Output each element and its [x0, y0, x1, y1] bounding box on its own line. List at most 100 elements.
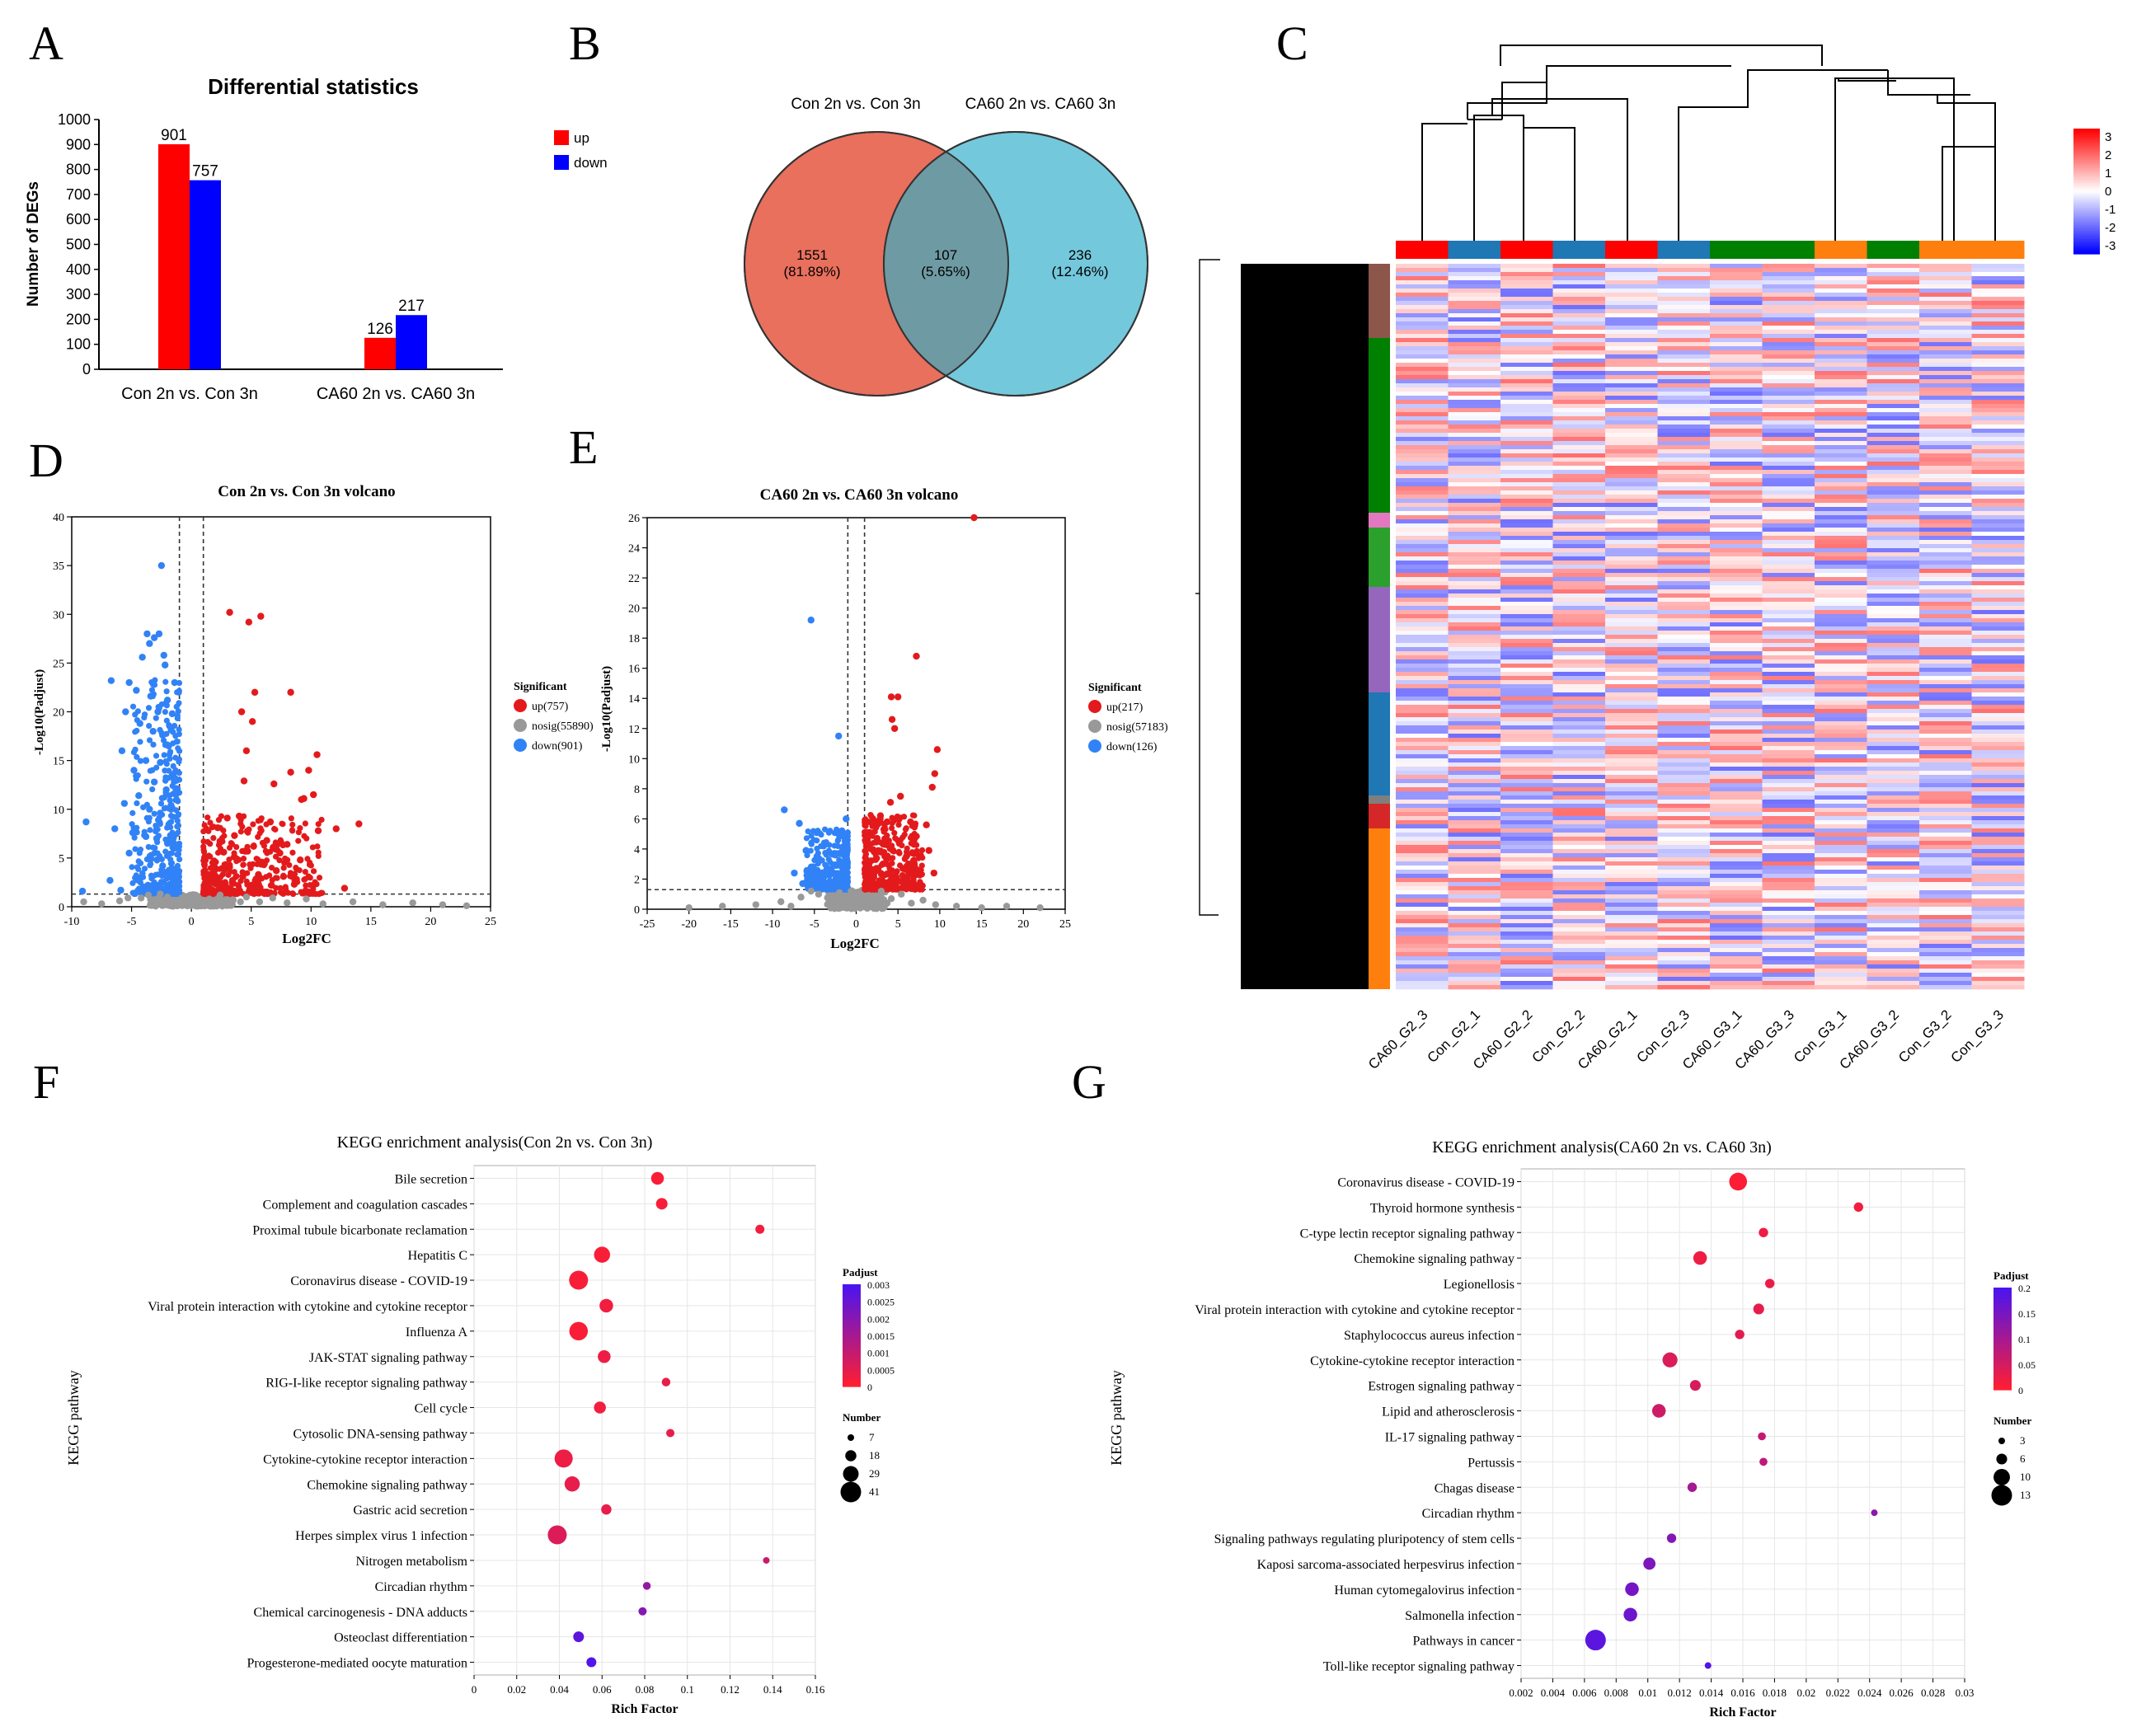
heatmap-cell	[1815, 713, 1867, 718]
heatmap-cell	[1448, 301, 1501, 306]
volcano-up-point	[272, 875, 279, 881]
volcano-up-point	[289, 828, 296, 834]
heatmap-cell	[1448, 569, 1501, 574]
heatmap-cell	[1762, 470, 1815, 475]
heatmap-cell	[1605, 890, 1658, 895]
heatmap-cell	[1500, 577, 1553, 582]
heatmap-cell	[1815, 762, 1867, 767]
heatmap-cell	[1396, 445, 1449, 450]
heatmap-cell	[1762, 631, 1815, 636]
heatmap-cell	[1971, 515, 2025, 520]
volcano-x-tick-label: -20	[681, 918, 697, 931]
heatmap-cell	[1605, 977, 1658, 982]
heatmap-cell	[1500, 264, 1553, 269]
heatmap-cell	[1552, 276, 1606, 281]
heatmap-cell	[1657, 548, 1711, 553]
heatmap-cell	[1815, 326, 1867, 331]
colorbar-segment	[2073, 208, 2100, 211]
heatmap-cell	[1762, 466, 1815, 471]
heatmap-cell	[1815, 635, 1867, 640]
volcano-point	[897, 792, 904, 800]
heatmap-cell	[1710, 425, 1763, 429]
heatmap-cell	[1500, 425, 1553, 429]
heatmap-cell	[1396, 392, 1449, 396]
heatmap-cell	[1971, 556, 2025, 561]
column-group-swatch	[1552, 241, 1606, 259]
colorbar-segment	[2073, 174, 2100, 177]
heatmap-cell	[1396, 915, 1449, 920]
heatmap-cell	[1867, 750, 1920, 755]
volcano-up-point	[316, 875, 323, 881]
heatmap-cell	[1815, 338, 1867, 343]
heatmap-cell	[1448, 833, 1501, 838]
heatmap-cell	[1710, 330, 1763, 335]
heatmap-cell	[1552, 404, 1606, 409]
heatmap-cell	[1396, 853, 1449, 858]
heatmap-cell	[1500, 334, 1553, 339]
heatmap-cell	[1971, 911, 2025, 916]
volcano-point	[220, 848, 228, 856]
volcano-point	[162, 786, 170, 794]
heatmap-cell	[1919, 437, 1972, 442]
heatmap-cell	[1971, 400, 2025, 405]
heatmap-cell	[1657, 870, 1711, 875]
heatmap-cell	[1815, 392, 1867, 396]
heatmap-cell	[1396, 264, 1449, 269]
heatmap-cell	[1552, 664, 1606, 669]
heatmap-cell	[1552, 705, 1606, 710]
heatmap-cell	[1971, 936, 2025, 941]
heatmap-cell	[1448, 890, 1501, 895]
heatmap-column-label: CA60_G2_3	[1365, 1006, 1431, 1072]
heatmap-cell	[1710, 297, 1763, 302]
heatmap-cell	[1815, 532, 1867, 537]
heatmap-cell	[1971, 820, 2025, 825]
heatmap-cell	[1552, 495, 1606, 500]
volcano-point	[309, 791, 317, 799]
volcano-down-point	[129, 821, 135, 828]
volcano-point	[223, 901, 231, 908]
volcano-legend-label: down(901)	[532, 740, 583, 753]
heatmap-cell	[1448, 400, 1501, 405]
heatmap-cell	[1605, 771, 1658, 776]
heatmap-cell	[1867, 301, 1920, 306]
heatmap-cell	[1448, 936, 1501, 941]
heatmap-cell	[1605, 655, 1658, 660]
heatmap-cell	[1919, 573, 1972, 578]
heatmap-cell	[1552, 478, 1606, 483]
heatmap-cell	[1867, 841, 1920, 846]
heatmap-cell	[1867, 416, 1920, 421]
colorbar-segment	[2073, 143, 2100, 146]
heatmap-cell	[1657, 519, 1711, 524]
heatmap-cell	[1762, 833, 1815, 838]
bar-chart-y-label: Number of DEGs	[25, 181, 42, 307]
heatmap-cell	[1448, 791, 1501, 796]
heatmap-cell	[1396, 408, 1449, 413]
heatmap-cell	[1448, 404, 1501, 409]
heatmap-cell	[1710, 676, 1763, 681]
heatmap-cell	[1919, 754, 1972, 759]
heatmap-cell	[1867, 507, 1920, 512]
colorbar-segment	[2073, 199, 2100, 203]
heatmap-cell	[1919, 841, 1972, 846]
heatmap-cell	[1710, 672, 1763, 677]
volcano-d-x-label: Log2FC	[282, 931, 331, 946]
heatmap-cell	[1971, 734, 2025, 739]
heatmap-cell	[1919, 457, 1972, 462]
heatmap-cell	[1552, 466, 1606, 471]
heatmap-cell	[1552, 804, 1606, 809]
heatmap-cell	[1500, 816, 1553, 821]
heatmap-cell	[1867, 701, 1920, 706]
heatmap-cell	[1867, 441, 1920, 446]
heatmap-cell	[1710, 577, 1763, 582]
volcano-up-point	[864, 880, 871, 886]
heatmap-cell	[1919, 849, 1972, 854]
heatmap-cell	[1448, 264, 1501, 269]
heatmap-cell	[1448, 478, 1501, 483]
heatmap-cell	[1867, 795, 1920, 800]
volcano-y-tick-label: 25	[53, 658, 64, 670]
heatmap-cell	[1971, 594, 2025, 598]
volcano-point	[898, 890, 905, 898]
heatmap-cell	[1762, 264, 1815, 269]
heatmap-cell	[1448, 882, 1501, 887]
volcano-down-point	[163, 702, 170, 709]
